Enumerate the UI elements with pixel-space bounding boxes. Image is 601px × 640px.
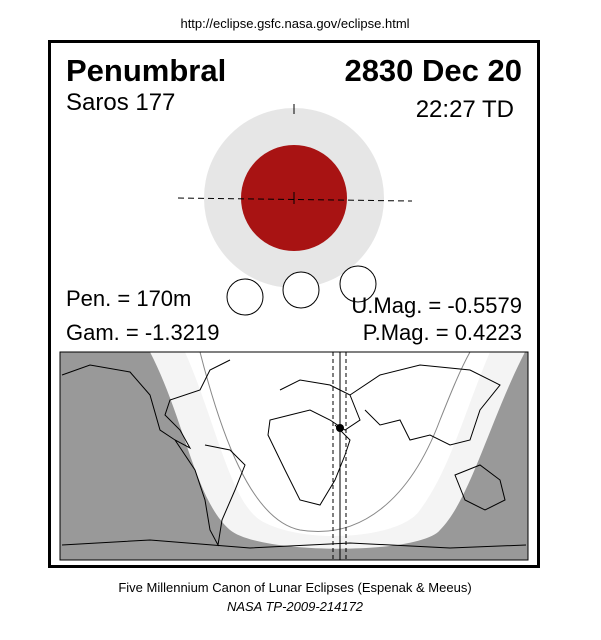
eurasia-africa	[267, 364, 501, 506]
moon	[282, 271, 320, 309]
moon	[226, 278, 264, 316]
footer-title: Five Millennium Canon of Lunar Eclipses …	[118, 580, 471, 595]
subsolar-point	[336, 424, 344, 432]
footer-reference: NASA TP-2009-214172	[227, 599, 364, 614]
saros: Saros 177	[66, 89, 175, 116]
map-border	[59, 351, 529, 561]
day-region	[185, 352, 490, 537]
antarctica	[61, 539, 527, 549]
eclipse-type: Penumbral	[66, 53, 226, 88]
shadow-diagram	[177, 104, 413, 316]
gamma: Gam. = -1.3219	[66, 320, 219, 345]
umbral-magnitude: U.Mag. = -0.5579	[351, 293, 522, 318]
penumbral-duration: Pen. = 170m	[66, 286, 191, 311]
penumbral-magnitude: P.Mag. = 0.4223	[363, 320, 522, 345]
moon	[339, 265, 377, 303]
url: http://eclipse.gsfc.nasa.gov/eclipse.htm…	[180, 16, 409, 31]
americas	[61, 359, 246, 547]
ecliptic	[177, 197, 413, 202]
australia	[454, 464, 506, 511]
world-map	[59, 351, 529, 561]
time: 22:27 TD	[416, 96, 514, 123]
eclipse-date: 2830 Dec 20	[344, 53, 522, 88]
